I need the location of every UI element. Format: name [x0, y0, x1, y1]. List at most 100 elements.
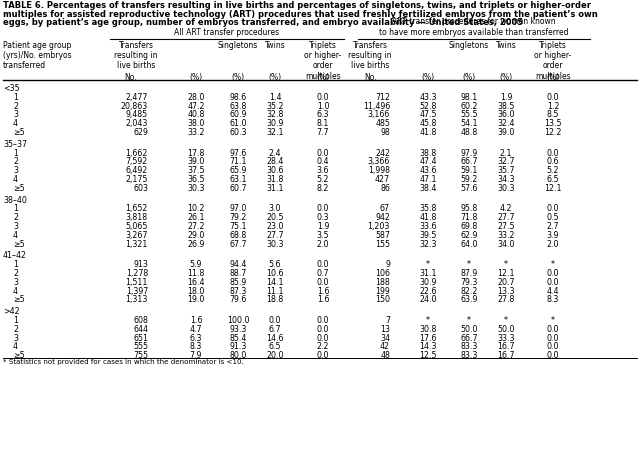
- Text: 34.3: 34.3: [497, 175, 515, 184]
- Text: 0.3: 0.3: [317, 213, 329, 222]
- Text: 20,863: 20,863: [121, 101, 148, 110]
- Text: ≥5: ≥5: [13, 351, 24, 360]
- Text: 1,278: 1,278: [126, 269, 148, 278]
- Text: 199: 199: [375, 287, 390, 296]
- Text: 1: 1: [13, 149, 18, 157]
- Text: 38–40: 38–40: [3, 196, 27, 205]
- Text: 608: 608: [133, 316, 148, 325]
- Text: 9,485: 9,485: [126, 110, 148, 119]
- Text: No.: No.: [124, 73, 137, 82]
- Text: 33.2: 33.2: [497, 231, 515, 240]
- Text: 27.7: 27.7: [266, 231, 284, 240]
- Text: 26.1: 26.1: [187, 213, 204, 222]
- Text: 26.9: 26.9: [187, 239, 204, 248]
- Text: 0.0: 0.0: [317, 204, 329, 213]
- Text: 8.2: 8.2: [317, 184, 329, 193]
- Text: 83.3: 83.3: [460, 351, 478, 360]
- Text: 98.6: 98.6: [229, 93, 247, 102]
- Text: 41–42: 41–42: [3, 251, 27, 260]
- Text: ≥5: ≥5: [13, 184, 24, 193]
- Text: 2.7: 2.7: [547, 222, 559, 231]
- Text: 150: 150: [375, 295, 390, 304]
- Text: 1,662: 1,662: [126, 149, 148, 157]
- Text: 39.5: 39.5: [419, 231, 437, 240]
- Text: 54.1: 54.1: [460, 119, 478, 128]
- Text: 5,065: 5,065: [126, 222, 148, 231]
- Text: 87.3: 87.3: [229, 287, 247, 296]
- Text: Triplets
or higher-
order
multiples: Triplets or higher- order multiples: [535, 40, 572, 81]
- Text: 93.3: 93.3: [229, 325, 247, 334]
- Text: 30.6: 30.6: [266, 166, 284, 175]
- Text: 0.0: 0.0: [317, 351, 329, 360]
- Text: 11.8: 11.8: [187, 269, 204, 278]
- Text: 20.7: 20.7: [497, 278, 515, 287]
- Text: 3: 3: [13, 222, 18, 231]
- Text: <35: <35: [3, 84, 20, 93]
- Text: 12.1: 12.1: [497, 269, 515, 278]
- Text: 30.3: 30.3: [497, 184, 515, 193]
- Text: 6.5: 6.5: [269, 342, 281, 351]
- Text: 32.3: 32.3: [419, 239, 437, 248]
- Text: 0.0: 0.0: [317, 278, 329, 287]
- Text: 603: 603: [133, 184, 148, 193]
- Text: Singletons: Singletons: [218, 40, 258, 49]
- Text: 10.6: 10.6: [266, 269, 284, 278]
- Text: 2: 2: [13, 325, 18, 334]
- Text: 52.8: 52.8: [419, 101, 437, 110]
- Text: 68.8: 68.8: [229, 231, 247, 240]
- Text: 37.5: 37.5: [187, 166, 204, 175]
- Text: (%): (%): [190, 73, 203, 82]
- Text: 65.9: 65.9: [229, 166, 247, 175]
- Text: ≥5: ≥5: [13, 239, 24, 248]
- Text: 47.2: 47.2: [187, 101, 204, 110]
- Text: 32.4: 32.4: [497, 119, 515, 128]
- Text: 17.8: 17.8: [187, 149, 204, 157]
- Text: 0.0: 0.0: [317, 260, 329, 269]
- Text: 1: 1: [13, 204, 18, 213]
- Text: 2: 2: [13, 213, 18, 222]
- Text: 2.2: 2.2: [317, 342, 329, 351]
- Text: 1.6: 1.6: [190, 316, 203, 325]
- Text: 97.6: 97.6: [229, 149, 247, 157]
- Text: 16.4: 16.4: [187, 278, 204, 287]
- Text: 79.3: 79.3: [460, 278, 478, 287]
- Text: 6.3: 6.3: [190, 334, 203, 343]
- Text: 24.0: 24.0: [419, 295, 437, 304]
- Text: 1: 1: [13, 93, 18, 102]
- Text: 427: 427: [375, 175, 390, 184]
- Text: 0.4: 0.4: [317, 157, 329, 166]
- Text: 42: 42: [380, 342, 390, 351]
- Text: 34.0: 34.0: [497, 239, 515, 248]
- Text: 2,175: 2,175: [126, 175, 148, 184]
- Text: 67.7: 67.7: [229, 239, 247, 248]
- Text: 47.1: 47.1: [419, 175, 437, 184]
- Text: 31.8: 31.8: [266, 175, 284, 184]
- Text: 98.1: 98.1: [460, 93, 478, 102]
- Text: 60.2: 60.2: [460, 101, 478, 110]
- Text: 59.2: 59.2: [460, 175, 478, 184]
- Text: 85.4: 85.4: [229, 334, 247, 343]
- Text: 11.1: 11.1: [266, 287, 284, 296]
- Text: 1.4: 1.4: [269, 93, 281, 102]
- Text: 66.7: 66.7: [460, 334, 478, 343]
- Text: 66.7: 66.7: [460, 157, 478, 166]
- Text: All ART transfer procedures: All ART transfer procedures: [174, 28, 279, 37]
- Text: multiples for assisted reproductive technology (ART) procedures that used freshl: multiples for assisted reproductive tech…: [3, 9, 598, 18]
- Text: 28.4: 28.4: [266, 157, 284, 166]
- Text: 1.6: 1.6: [317, 287, 329, 296]
- Text: Twins: Twins: [495, 40, 517, 49]
- Text: 555: 555: [133, 342, 148, 351]
- Text: >42: >42: [3, 307, 20, 316]
- Text: 587: 587: [375, 231, 390, 240]
- Text: 0.0: 0.0: [547, 325, 559, 334]
- Text: 31.1: 31.1: [419, 269, 437, 278]
- Text: 30.3: 30.3: [266, 239, 284, 248]
- Text: 50.0: 50.0: [460, 325, 478, 334]
- Text: 0.0: 0.0: [547, 278, 559, 287]
- Text: 61.0: 61.0: [229, 119, 247, 128]
- Text: 1: 1: [13, 316, 18, 325]
- Text: 9: 9: [385, 260, 390, 269]
- Text: 60.7: 60.7: [229, 184, 247, 193]
- Text: 35.2: 35.2: [266, 101, 284, 110]
- Text: 5.2: 5.2: [547, 166, 559, 175]
